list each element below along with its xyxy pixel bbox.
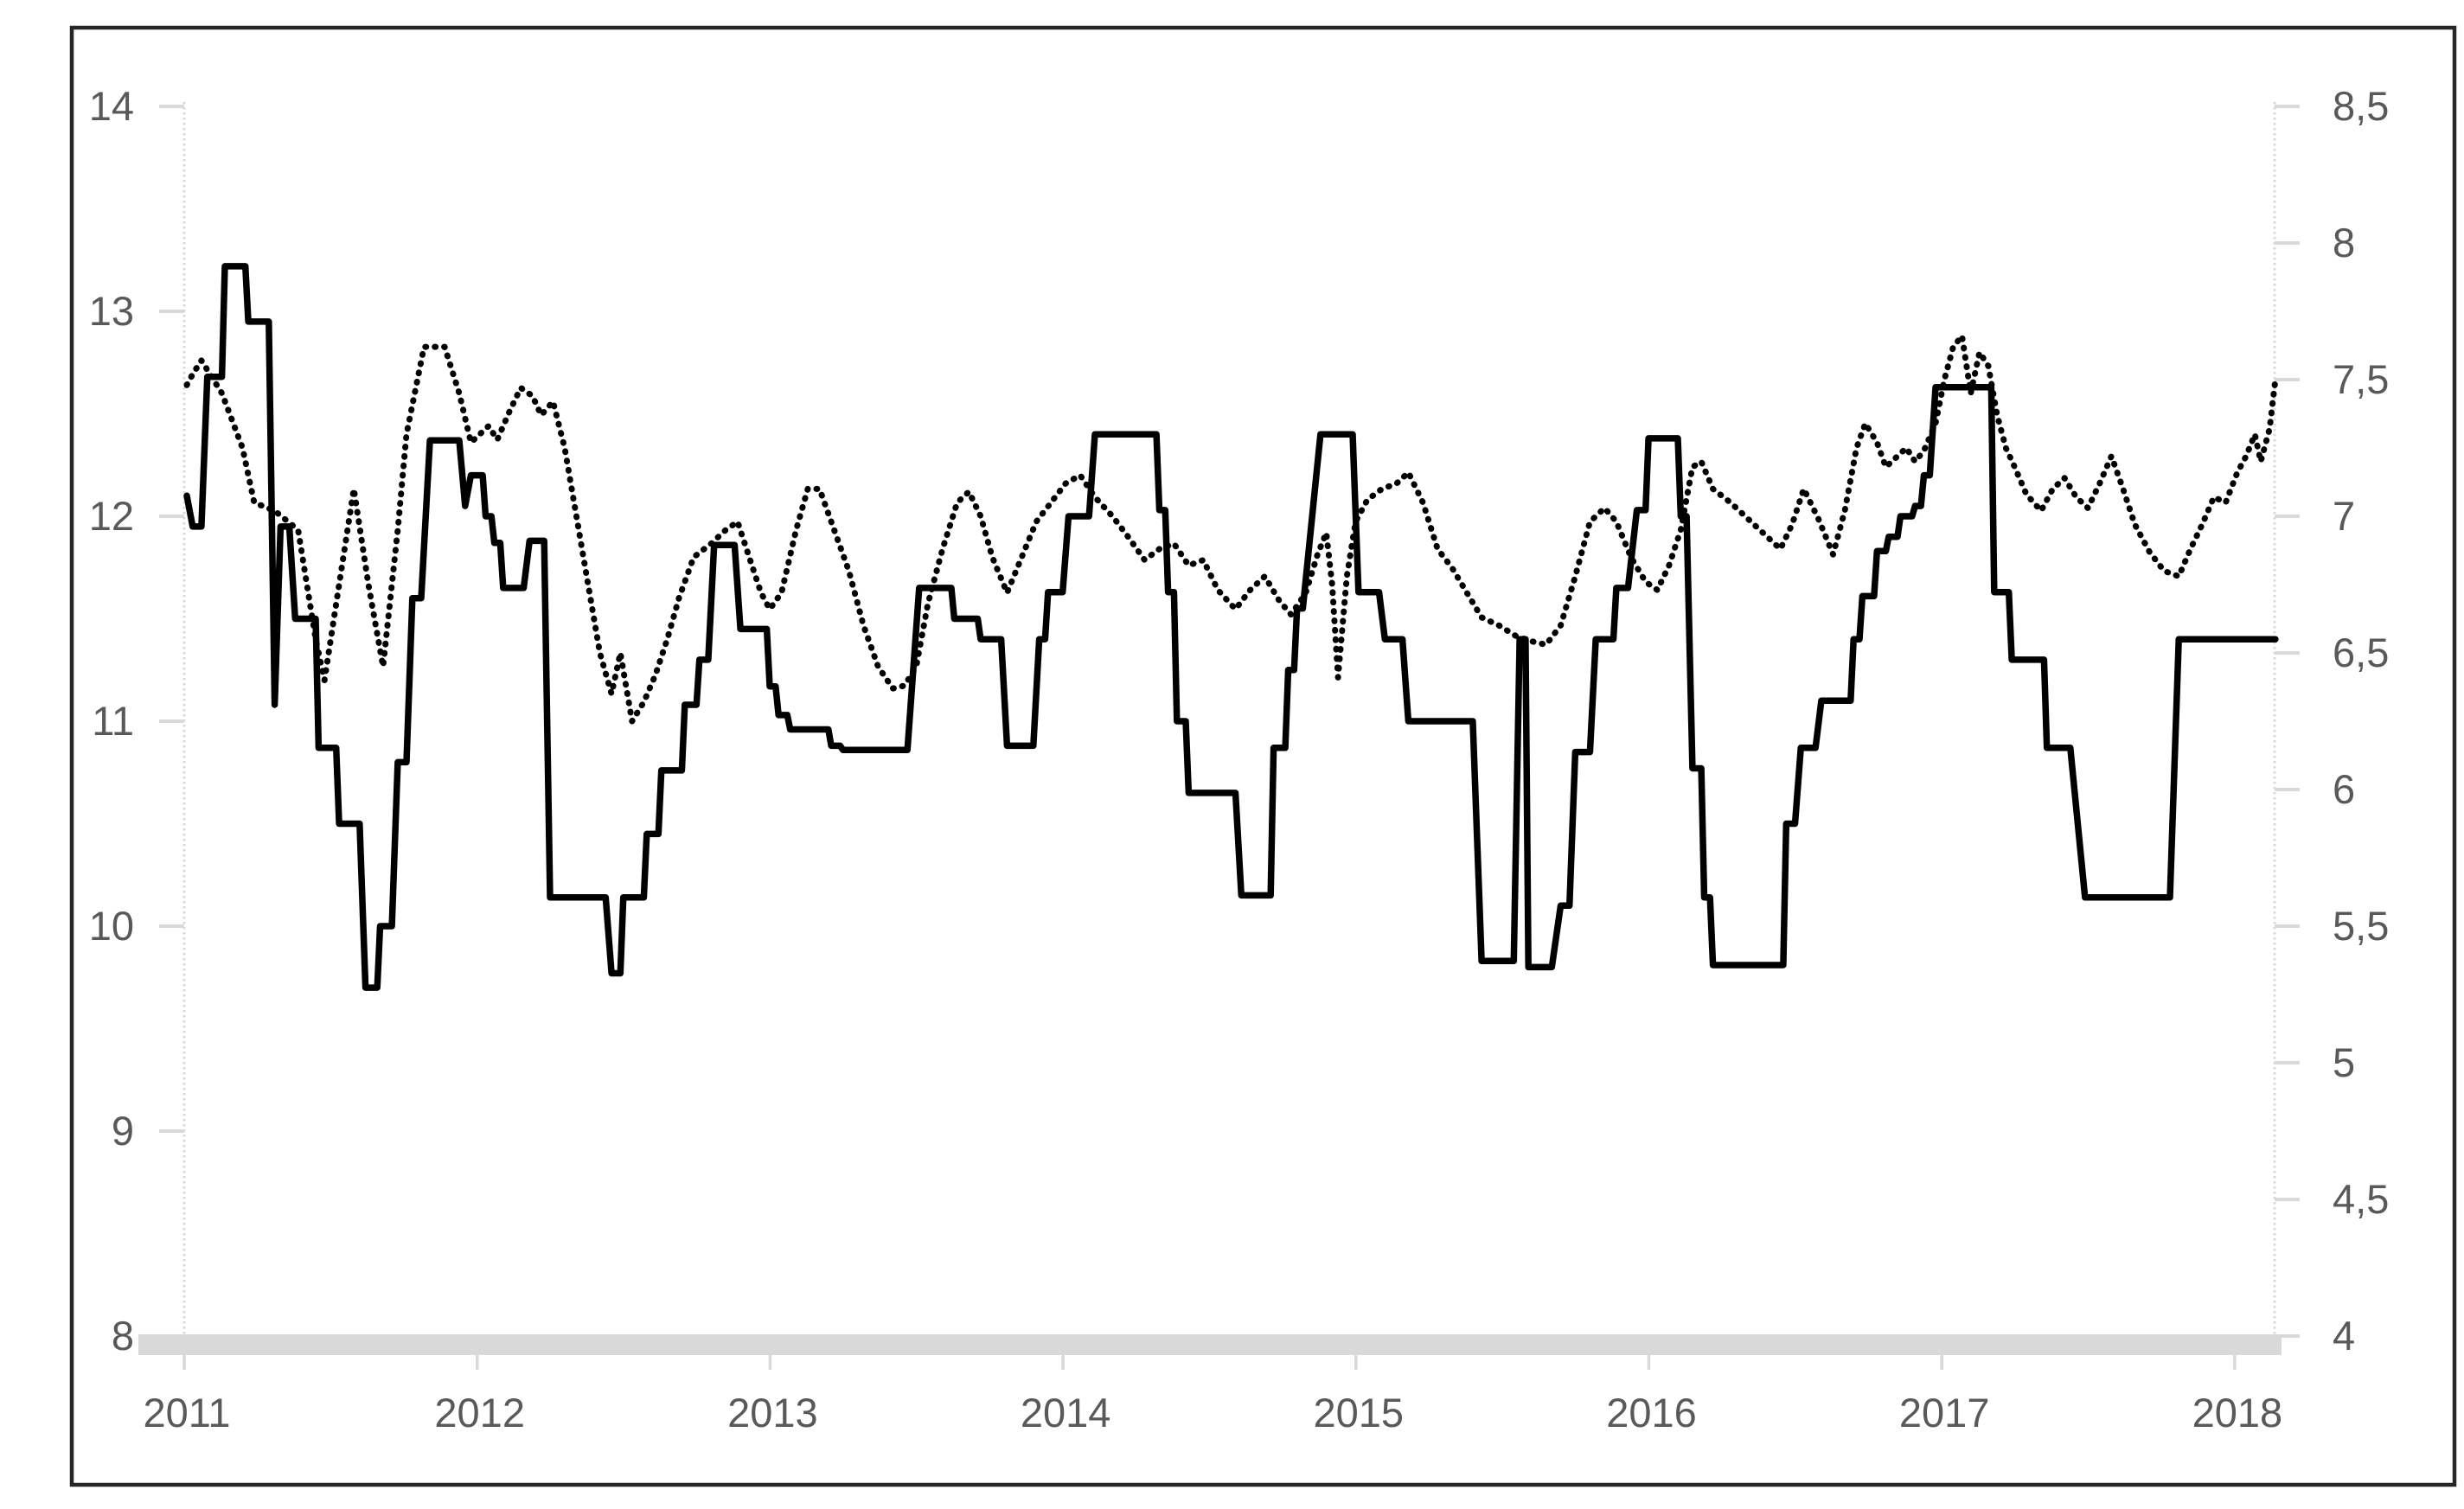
x-axis-year-label: 2012 (434, 1390, 525, 1435)
right-axis-tick-label: 5 (2333, 1039, 2355, 1085)
x-axis-year-label: 2016 (1606, 1390, 1697, 1435)
right-axis-tick-label: 8,5 (2333, 83, 2389, 129)
right-axis-tick-label: 7 (2333, 493, 2355, 539)
left-axis-tick-label: 8 (112, 1313, 134, 1359)
figure-border (69, 25, 2457, 1487)
right-axis-tick-label: 5,5 (2333, 903, 2389, 949)
x-axis-year-label: 2015 (1314, 1390, 1405, 1435)
x-axis-year-label: 2011 (143, 1390, 230, 1435)
left-axis-tick-label: 12 (89, 493, 134, 539)
solid-series-left-axis-path (183, 263, 2279, 991)
right-axis-tick-label: 4,5 (2333, 1176, 2389, 1222)
right-axis-tick-label: 6 (2333, 766, 2355, 812)
right-axis-tick-label: 6,5 (2333, 630, 2389, 675)
dotted-series-right-axis-path (183, 332, 2279, 725)
x-axis-year-label: 2014 (1021, 1390, 1111, 1435)
x-axis-year-label: 2017 (1899, 1390, 1990, 1435)
right-axis-tick-label: 7,5 (2333, 356, 2389, 402)
left-axis-tick-label: 9 (112, 1108, 134, 1154)
left-axis-tick-label: 11 (92, 698, 134, 744)
right-axis-tick-label: 4 (2333, 1313, 2355, 1359)
x-axis-band (138, 1334, 2282, 1355)
left-axis-tick-label: 13 (89, 288, 134, 334)
left-axis-tick-label: 10 (89, 903, 134, 949)
left-axis-tick-label: 14 (89, 83, 134, 129)
x-axis-year-label: 2018 (2192, 1390, 2283, 1435)
x-axis-year-label: 2013 (727, 1390, 818, 1435)
right-axis-tick-label: 8 (2333, 220, 2355, 265)
